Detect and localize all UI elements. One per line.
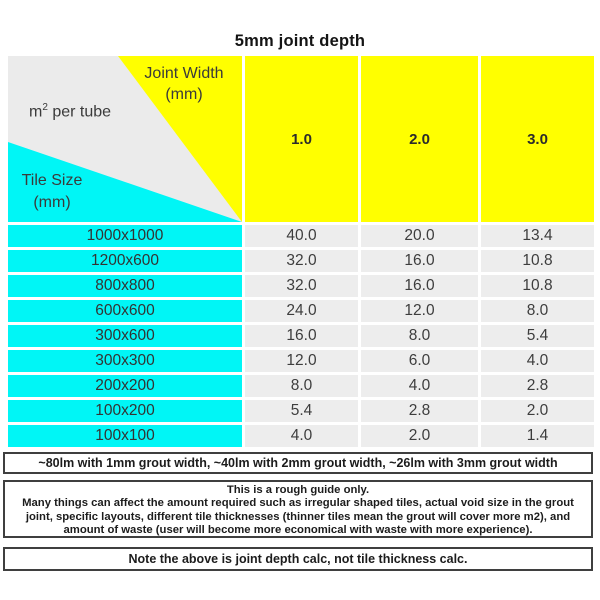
tile-size-cell: 100x100 — [8, 425, 242, 447]
value-cell: 40.0 — [245, 225, 358, 247]
joint-width-label-line1: Joint Width — [144, 65, 224, 82]
linear-meter-note: ~80lm with 1mm grout width, ~40lm with 2… — [3, 452, 593, 474]
corner-header-cell: Joint Width (mm) m2 per tube Tile Size (… — [8, 56, 242, 222]
tile-size-triangle — [8, 142, 242, 222]
tile-size-label: Tile Size (mm) — [12, 170, 92, 214]
tile-size-cell: 100x200 — [8, 400, 242, 422]
tile-size-cell: 800x800 — [8, 275, 242, 297]
m2-prefix: m — [29, 103, 43, 121]
tile-size-cell: 200x200 — [8, 375, 242, 397]
value-cell: 16.0 — [245, 325, 358, 347]
value-cell: 10.8 — [481, 250, 594, 272]
m2-superscript: 2 — [42, 102, 48, 113]
page-title: 5mm joint depth — [234, 32, 366, 50]
value-cell: 6.0 — [361, 350, 478, 372]
value-cell: 20.0 — [361, 225, 478, 247]
joint-width-triangle — [118, 56, 242, 222]
value-cell: 2.0 — [361, 425, 478, 447]
value-cell: 10.8 — [481, 275, 594, 297]
column-header-joint-width-3: 3.0 — [481, 56, 594, 222]
corner-diagonal-graphic — [8, 56, 242, 222]
value-cell: 24.0 — [245, 300, 358, 322]
value-cell: 8.0 — [481, 300, 594, 322]
rough-guide-body: Many things can affect the amount requir… — [22, 497, 574, 537]
column-header-joint-width-2: 2.0 — [361, 56, 478, 222]
rough-guide-title: This is a rough guide only. — [226, 484, 370, 496]
tile-size-label-line1: Tile Size — [21, 172, 83, 189]
value-cell: 2.0 — [481, 400, 594, 422]
value-cell: 2.8 — [361, 400, 478, 422]
value-cell: 4.0 — [481, 350, 594, 372]
value-cell: 12.0 — [245, 350, 358, 372]
value-cell: 8.0 — [361, 325, 478, 347]
value-cell: 4.0 — [245, 425, 358, 447]
value-cell: 12.0 — [361, 300, 478, 322]
coverage-table: Joint Width (mm) m2 per tube Tile Size (… — [8, 56, 594, 447]
joint-width-label: Joint Width (mm) — [128, 63, 240, 105]
m2-suffix: per tube — [47, 103, 112, 121]
tile-size-cell: 300x600 — [8, 325, 242, 347]
tile-size-cell: 1200x600 — [8, 250, 242, 272]
column-header-joint-width-1: 1.0 — [245, 56, 358, 222]
m2-per-tube-label: m2 per tube — [29, 102, 111, 121]
tile-size-cell: 600x600 — [8, 300, 242, 322]
value-cell: 16.0 — [361, 250, 478, 272]
tile-size-cell: 300x300 — [8, 350, 242, 372]
value-cell: 32.0 — [245, 250, 358, 272]
rough-guide-note: This is a rough guide only. Many things … — [3, 480, 593, 538]
value-cell: 2.8 — [481, 375, 594, 397]
value-cell: 5.4 — [481, 325, 594, 347]
value-cell: 13.4 — [481, 225, 594, 247]
joint-depth-note: Note the above is joint depth calc, not … — [3, 547, 593, 571]
value-cell: 32.0 — [245, 275, 358, 297]
data-grid: 1000x1000 40.0 20.0 13.4 1200x600 32.0 1… — [8, 225, 594, 447]
tile-size-label-unit: (mm) — [33, 194, 71, 211]
joint-width-label-unit: (mm) — [165, 86, 203, 103]
value-cell: 1.4 — [481, 425, 594, 447]
tile-size-cell: 1000x1000 — [8, 225, 242, 247]
value-cell: 4.0 — [361, 375, 478, 397]
value-cell: 8.0 — [245, 375, 358, 397]
value-cell: 5.4 — [245, 400, 358, 422]
value-cell: 16.0 — [361, 275, 478, 297]
